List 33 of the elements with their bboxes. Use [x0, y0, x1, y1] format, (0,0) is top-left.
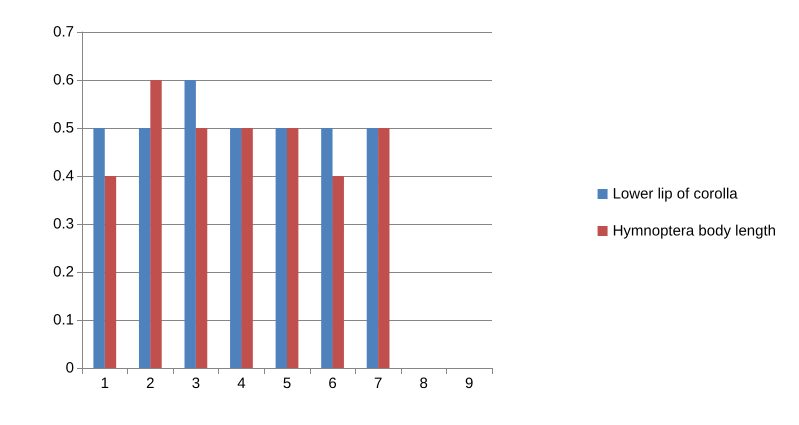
- legend-label: Lower lip of corolla: [612, 186, 738, 202]
- y-tick-label: 0.6: [53, 72, 74, 88]
- x-tick-label: 2: [146, 375, 155, 392]
- x-tick-label: 7: [374, 375, 382, 392]
- x-tick-label: 6: [328, 375, 337, 392]
- bar: [230, 128, 242, 368]
- bar: [276, 128, 287, 368]
- y-tick-label: 0.5: [53, 120, 74, 136]
- bar: [321, 128, 333, 368]
- bar: [287, 128, 298, 368]
- x-tick-label: 8: [419, 375, 428, 392]
- bar: [138, 128, 150, 368]
- bar: [366, 128, 378, 368]
- bar: [104, 176, 116, 368]
- bar: [150, 80, 162, 368]
- y-tick-label: 0.3: [53, 216, 74, 232]
- bar: [378, 128, 390, 368]
- x-tick-label: 4: [237, 375, 246, 392]
- y-tick-label: 0.7: [53, 24, 74, 40]
- y-tick-label: 0.1: [53, 312, 74, 328]
- bar: [241, 128, 253, 368]
- y-tick-label: 0.2: [53, 264, 74, 280]
- x-tick-label: 3: [192, 375, 200, 392]
- bar: [93, 128, 105, 368]
- legend-label: Hymnoptera body length: [612, 222, 776, 240]
- x-tick-label: 9: [465, 375, 474, 392]
- bar: [184, 80, 196, 368]
- bar: [332, 176, 344, 368]
- y-tick-label: 0.4: [53, 168, 74, 184]
- y-tick-label: 0: [66, 360, 74, 376]
- x-tick-label: 5: [282, 375, 292, 392]
- x-tick-label: 1: [100, 375, 109, 392]
- bar: [196, 128, 208, 368]
